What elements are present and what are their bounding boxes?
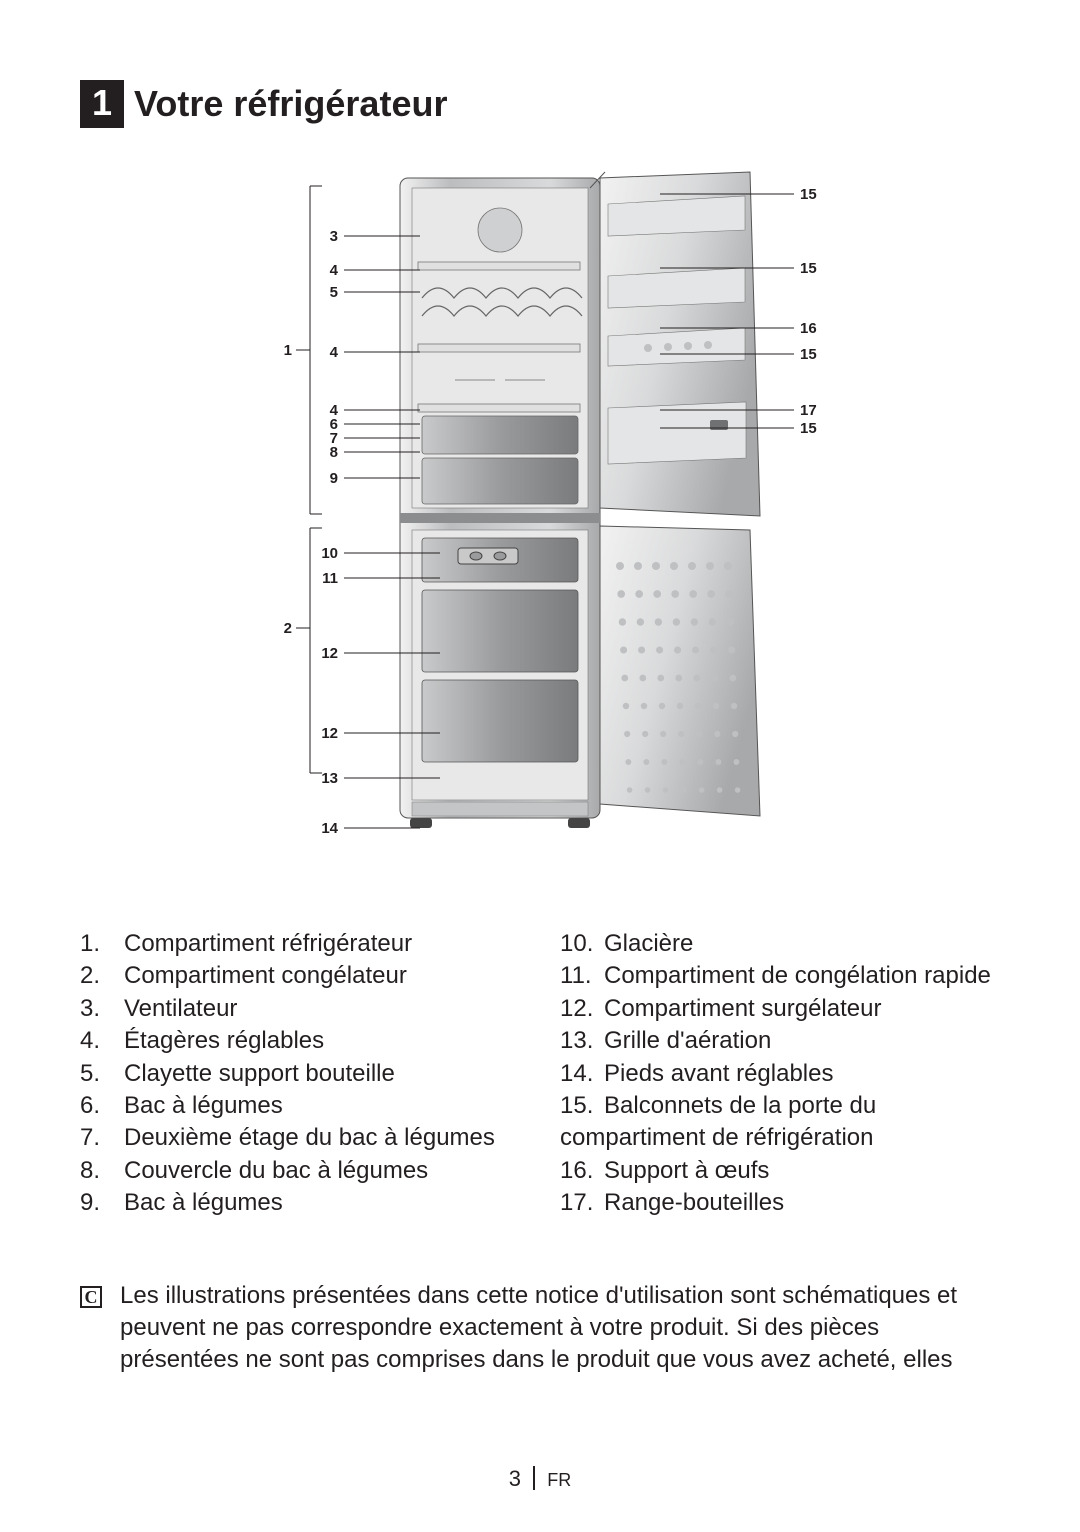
legend-row: 9.Bac à légumes	[80, 1187, 520, 1219]
legend-label: Couvercle du bac à légumes	[124, 1155, 520, 1187]
legend-row: 6.Bac à légumes	[80, 1090, 520, 1122]
page-footer: 3 FR	[0, 1466, 1080, 1492]
legend-left-column: 1.Compartiment réfrigérateur2.Compartime…	[80, 928, 520, 1220]
legend-label: Compartiment surgélateur	[604, 993, 1000, 1025]
legend-number: 9.	[80, 1187, 124, 1219]
legend-row: 15.Balconnets de la porte du	[560, 1090, 1000, 1122]
section-number-badge: 1	[80, 80, 124, 128]
legend-number: 14.	[560, 1058, 604, 1090]
legend-row: 5.Clayette support bouteille	[80, 1058, 520, 1090]
legend-number: 16.	[560, 1155, 604, 1187]
legend-row: 14.Pieds avant réglables	[560, 1058, 1000, 1090]
callout-label: 1	[284, 342, 292, 359]
callout-label: 12	[321, 645, 338, 662]
callout-label: 14	[321, 820, 338, 837]
callout-label: 3	[330, 228, 338, 245]
legend-number: 8.	[80, 1155, 124, 1187]
legend-row: 7.Deuxième étage du bac à légumes	[80, 1122, 520, 1154]
callout-label: 15	[800, 420, 817, 437]
legend-row: 11.Compartiment de congélation rapide	[560, 960, 1000, 992]
callout-label: 15	[800, 186, 817, 203]
legend-number: 17.	[560, 1187, 604, 1219]
legend-label: Clayette support bouteille	[124, 1058, 520, 1090]
legend-number: 12.	[560, 993, 604, 1025]
legend-label: Étagères réglables	[124, 1025, 520, 1057]
legend-number: 4.	[80, 1025, 124, 1057]
callout-label: 4	[330, 262, 339, 279]
callout-label: 2	[284, 620, 292, 637]
callout-label: 11	[322, 570, 338, 587]
fridge-diagram: 34514467891011212121314151516151715	[160, 158, 920, 918]
legend-label: Compartiment réfrigérateur	[124, 928, 520, 960]
legend-row: 10.Glacière	[560, 928, 1000, 960]
callout-label: 9	[330, 470, 338, 487]
legend-label: Range-bouteilles	[604, 1187, 1000, 1219]
fridge-svg: 34514467891011212121314151516151715	[160, 158, 920, 858]
legend-row: 17.Range-bouteilles	[560, 1187, 1000, 1219]
legend-number: 2.	[80, 960, 124, 992]
note-text: Les illustrations présentées dans cette …	[120, 1280, 1000, 1377]
legend-right-column: 10.Glacière11.Compartiment de congélatio…	[560, 928, 1000, 1220]
legend-number: 13.	[560, 1025, 604, 1057]
callout-label: 8	[330, 444, 338, 461]
legend-row: 3.Ventilateur	[80, 993, 520, 1025]
legend-row: compartiment de réfrigération	[560, 1122, 1000, 1154]
legend-number: 6.	[80, 1090, 124, 1122]
legend-label: Compartiment de congélation rapide	[604, 960, 1000, 992]
legend-label: Pieds avant réglables	[604, 1058, 1000, 1090]
legend-label: Support à œufs	[604, 1155, 1000, 1187]
legend-label: Grille d'aération	[604, 1025, 1000, 1057]
legend-label: Compartiment congélateur	[124, 960, 520, 992]
legend-row: 16.Support à œufs	[560, 1155, 1000, 1187]
callout-label: 10	[321, 545, 338, 562]
legend-row: 8.Couvercle du bac à légumes	[80, 1155, 520, 1187]
legend-row: 12.Compartiment surgélateur	[560, 993, 1000, 1025]
legend-number: 7.	[80, 1122, 124, 1154]
legend-label: Bac à légumes	[124, 1090, 520, 1122]
note-icon: C	[80, 1280, 120, 1377]
callout-label: 4	[330, 344, 339, 361]
legend-label: compartiment de réfrigération	[560, 1122, 1000, 1154]
callout-label: 15	[800, 260, 817, 277]
legend-label: Deuxième étage du bac à légumes	[124, 1122, 520, 1154]
legend-label: Glacière	[604, 928, 1000, 960]
section-title: Votre réfrigérateur	[134, 83, 447, 125]
legend-row: 13.Grille d'aération	[560, 1025, 1000, 1057]
legend-row: 1.Compartiment réfrigérateur	[80, 928, 520, 960]
legend-label: Ventilateur	[124, 993, 520, 1025]
legend-number: 5.	[80, 1058, 124, 1090]
section-heading: 1 Votre réfrigérateur	[80, 80, 1000, 128]
callout-label: 13	[321, 770, 338, 787]
legend-label: Bac à légumes	[124, 1187, 520, 1219]
callout-label: 17	[800, 402, 817, 419]
legend-number: 10.	[560, 928, 604, 960]
callout-label: 12	[321, 725, 338, 742]
legend-row: 4.Étagères réglables	[80, 1025, 520, 1057]
note-block: C Les illustrations présentées dans cett…	[80, 1280, 1000, 1377]
callout-label: 16	[800, 320, 817, 337]
page-lang: FR	[547, 1470, 571, 1490]
legend-number: 1.	[80, 928, 124, 960]
legend-number: 11.	[560, 960, 604, 992]
callout-label: 5	[330, 284, 338, 301]
page-number: 3	[509, 1466, 521, 1491]
legend: 1.Compartiment réfrigérateur2.Compartime…	[80, 928, 1000, 1220]
footer-separator	[533, 1466, 535, 1490]
legend-row: 2.Compartiment congélateur	[80, 960, 520, 992]
legend-number: 3.	[80, 993, 124, 1025]
legend-label: Balconnets de la porte du	[604, 1090, 1000, 1122]
legend-number: 15.	[560, 1090, 604, 1122]
callout-label: 15	[800, 346, 817, 363]
